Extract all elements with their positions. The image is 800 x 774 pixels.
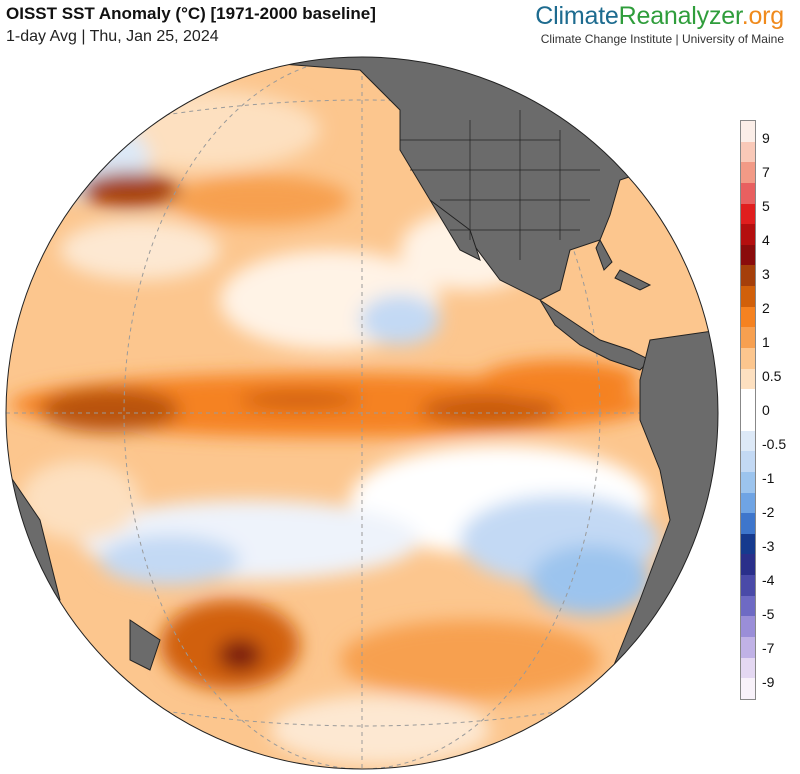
legend-swatch: [741, 162, 755, 183]
antarctica-land-edge: [129, 619, 161, 671]
legend-tick-label: -4: [762, 572, 775, 588]
legend-swatch: [741, 306, 755, 328]
legend-swatch: [741, 554, 755, 576]
florida-land: [595, 238, 613, 271]
globe-outline: [5, 56, 719, 770]
legend-swatch: [741, 203, 755, 225]
legend-tick-label: 0: [762, 402, 770, 418]
legend-swatch: [741, 595, 755, 617]
map-subtitle: 1-day Avg | Thu, Jan 25, 2024: [6, 28, 219, 45]
legend-tick-label: -5: [762, 606, 775, 622]
legend-swatch: [741, 409, 755, 431]
legend-swatch: [741, 141, 755, 163]
legend-swatch: [741, 616, 755, 638]
legend-tick-label: 4: [762, 232, 770, 248]
brand-logo-part-3: .org: [741, 2, 784, 30]
legend-tick-label: 0.5: [762, 368, 782, 384]
legend-tick-label: -7: [762, 640, 775, 656]
legend-swatch: [741, 389, 755, 410]
brand-tagline: Climate Change Institute | University of…: [540, 32, 784, 46]
legend-tick-label: -9: [762, 674, 775, 690]
brand-logo-part-1: Climate: [535, 2, 619, 30]
legend-tick-label: 1: [762, 334, 770, 350]
color-scale-ticks: 9 7 5 4 3 2 1 0.5 0 -0.5 -1 -2 -3 -4 -5 -7 -9: [762, 120, 800, 698]
legend-tick-label: 5: [762, 198, 770, 214]
legend-swatch: [741, 471, 755, 493]
legend-tick-label: 9: [762, 130, 770, 146]
brand-logo[interactable]: ClimateReanalyzer.org: [535, 2, 784, 31]
legend-swatch: [741, 265, 755, 287]
legend-swatch: [741, 637, 755, 658]
brand-logo-part-2: Reanalyzer: [618, 2, 742, 30]
caribbean-islands: [614, 269, 652, 291]
legend-swatch: [741, 121, 755, 142]
legend-swatch: [741, 286, 755, 307]
legend-swatch: [741, 533, 755, 555]
legend-swatch: [741, 451, 755, 472]
legend-swatch: [741, 513, 755, 534]
legend-swatch: [741, 492, 755, 514]
legend-tick-label: 3: [762, 266, 770, 282]
legend-tick-label: -1: [762, 470, 775, 486]
legend-swatch: [741, 224, 755, 245]
legend-swatch: [741, 678, 755, 699]
legend-tick-label: 2: [762, 300, 770, 316]
legend-tick-label: 7: [762, 164, 770, 180]
legend-swatch: [741, 657, 755, 679]
legend-swatch: [741, 244, 755, 266]
legend-swatch: [741, 575, 755, 596]
legend-swatch: [741, 182, 755, 204]
legend-swatch: [741, 327, 755, 349]
country-borders: [400, 110, 600, 260]
legend-swatch: [741, 430, 755, 452]
legend-tick-label: -2: [762, 504, 775, 520]
color-scale-legend: [740, 120, 756, 700]
legend-tick-label: -3: [762, 538, 775, 554]
legend-swatch: [741, 348, 755, 369]
legend-tick-label: -0.5: [762, 436, 787, 452]
map-title: OISST SST Anomaly (°C) [1971-2000 baseli…: [6, 4, 376, 23]
legend-swatch: [741, 368, 755, 390]
